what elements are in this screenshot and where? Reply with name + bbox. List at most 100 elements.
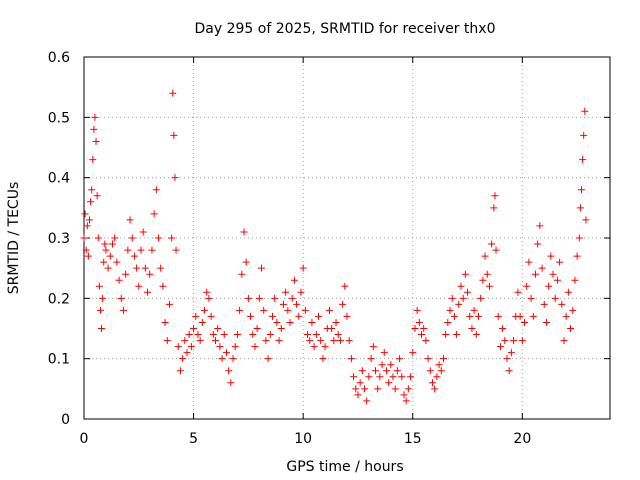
data-point [446, 306, 454, 314]
data-point [187, 343, 195, 351]
data-point [159, 282, 167, 290]
data-point [244, 294, 252, 302]
data-point [201, 306, 209, 314]
data-point [122, 270, 130, 278]
data-point [483, 270, 491, 278]
data-point [569, 306, 577, 314]
data-point [442, 331, 450, 339]
data-point [450, 312, 458, 320]
data-point [358, 367, 366, 375]
data-point [185, 331, 193, 339]
data-point [290, 276, 298, 284]
data-point [398, 373, 406, 381]
data-point [268, 312, 276, 320]
data-point [207, 312, 215, 320]
data-point [479, 276, 487, 284]
data-point [336, 337, 344, 345]
data-point [174, 343, 182, 351]
data-point [231, 343, 239, 351]
y-tick-label: 0.5 [48, 110, 70, 126]
data-point [514, 288, 522, 296]
data-point [542, 318, 550, 326]
data-point [556, 258, 564, 266]
data-point [523, 282, 531, 290]
data-point [578, 186, 586, 194]
data-point [148, 246, 156, 254]
data-point [365, 373, 373, 381]
grid-lines [84, 57, 610, 419]
data-point [407, 373, 415, 381]
data-point [363, 397, 371, 405]
data-point [350, 373, 358, 381]
data-point [332, 318, 340, 326]
data-point [553, 276, 561, 284]
data-point [275, 337, 283, 345]
data-point [492, 246, 500, 254]
data-point [225, 367, 233, 375]
data-point [266, 331, 274, 339]
data-point [470, 306, 478, 314]
axis-ticks [83, 56, 610, 420]
data-point [170, 131, 178, 139]
data-point [380, 349, 388, 357]
data-point [433, 373, 441, 381]
data-point [310, 343, 318, 351]
data-point [260, 306, 268, 314]
data-point [319, 355, 327, 363]
data-point [229, 355, 237, 363]
x-axis-label: GPS time / hours [286, 459, 403, 475]
data-point [282, 288, 290, 296]
data-point [194, 331, 202, 339]
data-point [549, 270, 557, 278]
y-tick-label: 0.2 [48, 291, 70, 307]
y-axis-label: SRMTID / TECUs [6, 182, 22, 295]
data-point [144, 288, 152, 296]
data-point [216, 343, 224, 351]
data-point [92, 137, 100, 145]
data-point [560, 337, 568, 345]
data-point [258, 264, 266, 272]
data-point [99, 294, 107, 302]
data-point [242, 258, 250, 266]
data-point [439, 355, 447, 363]
data-point [312, 331, 320, 339]
data-point [222, 349, 230, 357]
data-point [529, 312, 537, 320]
y-tick-label: 0.3 [48, 231, 70, 247]
data-point [233, 331, 241, 339]
y-tick-label: 0.1 [48, 352, 70, 368]
data-point [562, 312, 570, 320]
data-point [347, 355, 355, 363]
data-point [505, 367, 513, 375]
data-point [161, 318, 169, 326]
data-point [453, 331, 461, 339]
data-point [293, 300, 301, 308]
data-point [279, 300, 287, 308]
data-point [378, 361, 386, 369]
data-point [334, 331, 342, 339]
data-point [262, 337, 270, 345]
data-point [389, 373, 397, 381]
data-point [457, 282, 465, 290]
data-point [115, 276, 123, 284]
data-point [428, 379, 436, 387]
data-point [218, 355, 226, 363]
data-point [461, 270, 469, 278]
data-point [424, 355, 432, 363]
data-point [163, 337, 171, 345]
data-point [84, 252, 92, 260]
data-point [273, 318, 281, 326]
data-point [396, 355, 404, 363]
data-point [155, 234, 163, 242]
data-point [420, 325, 428, 332]
data-point [295, 312, 303, 320]
data-point [304, 331, 312, 339]
data-point [152, 186, 160, 194]
data-point [402, 397, 410, 405]
data-point [475, 312, 482, 320]
data-point [179, 355, 187, 363]
data-point [214, 325, 222, 332]
data-point [93, 192, 101, 200]
data-point [236, 306, 244, 314]
x-tick-labels: 0 5 10 15 20 [80, 431, 532, 447]
